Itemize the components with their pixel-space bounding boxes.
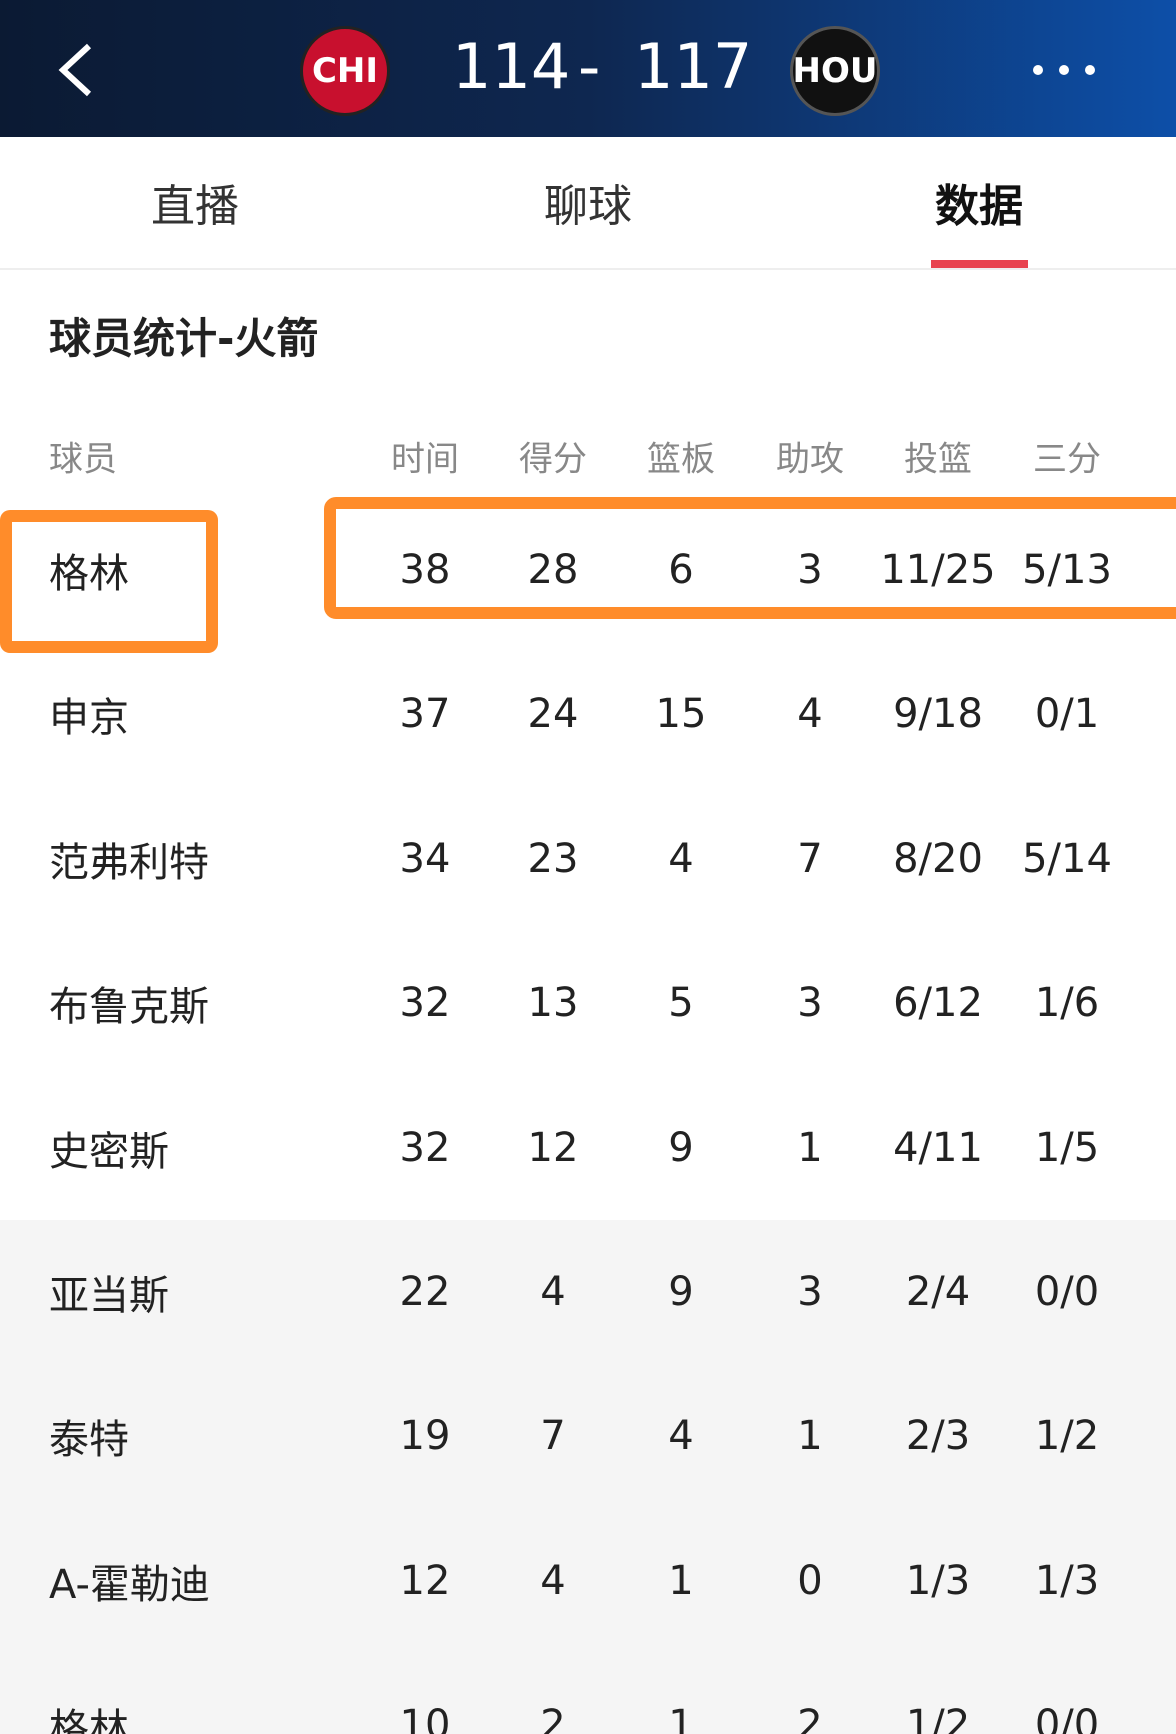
- stat-cell: 32: [399, 980, 451, 1027]
- stat-cell: 32: [399, 1124, 451, 1171]
- player-name: 泰特: [49, 1417, 129, 1464]
- stat-cell: 2: [797, 1702, 823, 1734]
- tab[interactable]: 数据: [935, 181, 1023, 232]
- tab[interactable]: 聊球: [544, 181, 632, 232]
- stat-cell: 9: [668, 1124, 694, 1171]
- stat-cell: 0: [797, 1557, 823, 1604]
- player-name: 布鲁克斯: [49, 984, 209, 1031]
- stat-cell: 7: [797, 835, 823, 882]
- stat-cell: 13: [527, 980, 579, 1027]
- stat-cell: 23: [527, 835, 579, 882]
- stat-cell: 9/18: [893, 691, 983, 738]
- stat-cell: 4: [540, 1269, 566, 1315]
- stat-cell: 24: [527, 691, 579, 738]
- stat-cell: 4: [540, 1557, 566, 1604]
- header: CHI 114 - 117 HOU: [0, 0, 1176, 137]
- stat-cell: 1: [668, 1702, 694, 1734]
- stat-cell: 3: [797, 1269, 823, 1315]
- stat-cell: 1/2: [1034, 1413, 1100, 1460]
- divider: [0, 268, 1176, 270]
- tab-indicator: [931, 260, 1028, 268]
- stat-cell: 2/4: [905, 1269, 971, 1315]
- column-header: 三分: [1033, 439, 1101, 480]
- player-name: 格林: [49, 1706, 129, 1734]
- stat-cell: 1/3: [1034, 1557, 1100, 1604]
- stat-cell: 37: [399, 691, 451, 738]
- stat-cell: 38: [399, 547, 451, 593]
- home-score: 114: [452, 30, 571, 103]
- column-header: 助攻: [776, 439, 844, 480]
- away-logo: HOU: [790, 26, 880, 116]
- stat-cell: 5/14: [1022, 835, 1112, 882]
- stat-cell: 1: [797, 1413, 823, 1460]
- section-title: 球员统计-火箭: [49, 314, 319, 363]
- more-button[interactable]: [1030, 60, 1100, 80]
- stat-cell: 9: [668, 1269, 694, 1315]
- tab[interactable]: 直播: [151, 181, 239, 232]
- highlight-box: [324, 497, 1176, 619]
- column-header: 球员: [49, 439, 117, 480]
- stat-cell: 4: [668, 1413, 694, 1460]
- bench-background: [0, 1220, 1176, 1734]
- stat-cell: 0/0: [1034, 1702, 1100, 1734]
- stat-cell: 3: [797, 547, 823, 593]
- stat-cell: 19: [399, 1413, 451, 1460]
- player-name: 范弗利特: [49, 839, 209, 886]
- stat-cell: 8/20: [893, 835, 983, 882]
- stat-cell: 28: [527, 547, 579, 593]
- stat-cell: 5: [668, 980, 694, 1027]
- stat-cell: 1/2: [905, 1702, 971, 1734]
- stat-cell: 11/25: [880, 547, 996, 593]
- column-header: 得分: [519, 439, 587, 480]
- stat-cell: 6/12: [893, 980, 983, 1027]
- player-name: 史密斯: [49, 1128, 169, 1175]
- highlight-box: [0, 510, 218, 653]
- stat-cell: 0/0: [1034, 1269, 1100, 1315]
- score-separator: -: [578, 30, 601, 103]
- away-score: 117: [634, 30, 753, 103]
- column-header: 投篮: [904, 439, 972, 480]
- stat-cell: 4/11: [893, 1124, 983, 1171]
- stat-cell: 2/3: [905, 1413, 971, 1460]
- player-name: 申京: [49, 695, 129, 742]
- stat-cell: 12: [527, 1124, 579, 1171]
- column-header: 时间: [391, 439, 459, 480]
- stat-cell: 22: [399, 1269, 451, 1315]
- stat-cell: 0/1: [1034, 691, 1100, 738]
- stat-cell: 1: [668, 1557, 694, 1604]
- stat-cell: 3: [797, 980, 823, 1027]
- player-name: 格林: [49, 551, 129, 597]
- column-header: 篮板: [647, 439, 715, 480]
- stat-cell: 2: [540, 1702, 566, 1734]
- player-name: 亚当斯: [49, 1273, 169, 1319]
- stat-cell: 1/3: [905, 1557, 971, 1604]
- player-name: A-霍勒迪: [49, 1561, 210, 1608]
- stat-cell: 34: [399, 835, 451, 882]
- stat-cell: 4: [668, 835, 694, 882]
- stat-cell: 5/13: [1022, 547, 1112, 593]
- stat-cell: 6: [668, 547, 694, 593]
- stat-cell: 4: [797, 691, 823, 738]
- stat-cell: 10: [399, 1702, 451, 1734]
- stat-cell: 12: [399, 1557, 451, 1604]
- stat-cell: 1/5: [1034, 1124, 1100, 1171]
- back-button[interactable]: [55, 42, 95, 98]
- stat-cell: 15: [655, 691, 707, 738]
- home-logo: CHI: [300, 26, 390, 116]
- stat-cell: 1/6: [1034, 980, 1100, 1027]
- stat-cell: 1: [797, 1124, 823, 1171]
- stat-cell: 7: [540, 1413, 566, 1460]
